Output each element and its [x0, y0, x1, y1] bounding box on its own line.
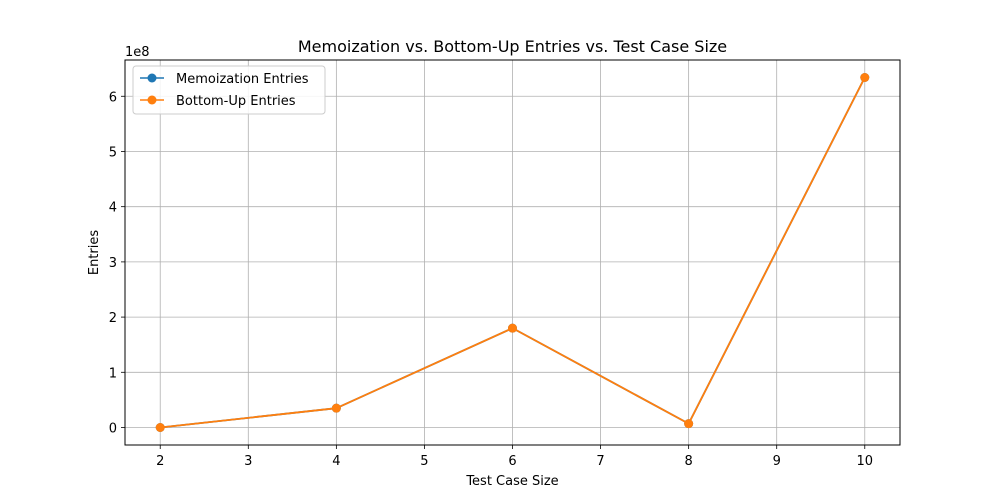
legend-label-memoization: Memoization Entries	[176, 72, 309, 87]
x-axis-label: Test Case Size	[465, 474, 558, 489]
legend-marker-bottom-up	[147, 95, 157, 105]
x-tick-label: 10	[856, 454, 873, 469]
y-axis-ticks: 0 1 2 3 4 5 6	[109, 90, 125, 437]
x-tick-label: 3	[244, 454, 252, 469]
x-tick-label: 9	[773, 454, 781, 469]
data-point-bottom-up-entries	[684, 419, 694, 429]
chart-title: Memoization vs. Bottom-Up Entries vs. Te…	[298, 37, 727, 56]
y-tick-label: 3	[109, 256, 117, 271]
y-axis-offset-label: 1e8	[125, 45, 150, 60]
x-tick-label: 4	[332, 454, 340, 469]
x-axis-ticks: 2 3 4 5 6 7 8 9 10	[156, 445, 873, 469]
y-tick-label: 5	[109, 145, 117, 160]
y-tick-label: 6	[109, 90, 117, 105]
series-layer	[155, 73, 870, 432]
data-point-bottom-up-entries	[331, 403, 341, 413]
y-axis-label: Entries	[87, 230, 102, 276]
x-tick-label: 2	[156, 454, 164, 469]
y-tick-label: 1	[109, 366, 117, 381]
legend-box	[132, 65, 326, 115]
y-tick-label: 4	[109, 201, 117, 216]
data-point-bottom-up-entries	[860, 73, 870, 82]
x-tick-label: 5	[420, 454, 428, 469]
y-tick-label: 2	[109, 311, 117, 326]
legend: Memoization Entries Bottom-Up Entries	[132, 65, 326, 115]
legend-marker-memoization	[147, 73, 157, 83]
grid	[125, 60, 900, 445]
x-tick-label: 6	[508, 454, 516, 469]
x-tick-label: 7	[596, 454, 604, 469]
data-point-bottom-up-entries	[155, 422, 165, 432]
x-tick-label: 8	[684, 454, 692, 469]
data-point-bottom-up-entries	[508, 323, 517, 333]
legend-label-bottom-up: Bottom-Up Entries	[176, 94, 296, 109]
y-tick-label: 0	[109, 422, 117, 437]
